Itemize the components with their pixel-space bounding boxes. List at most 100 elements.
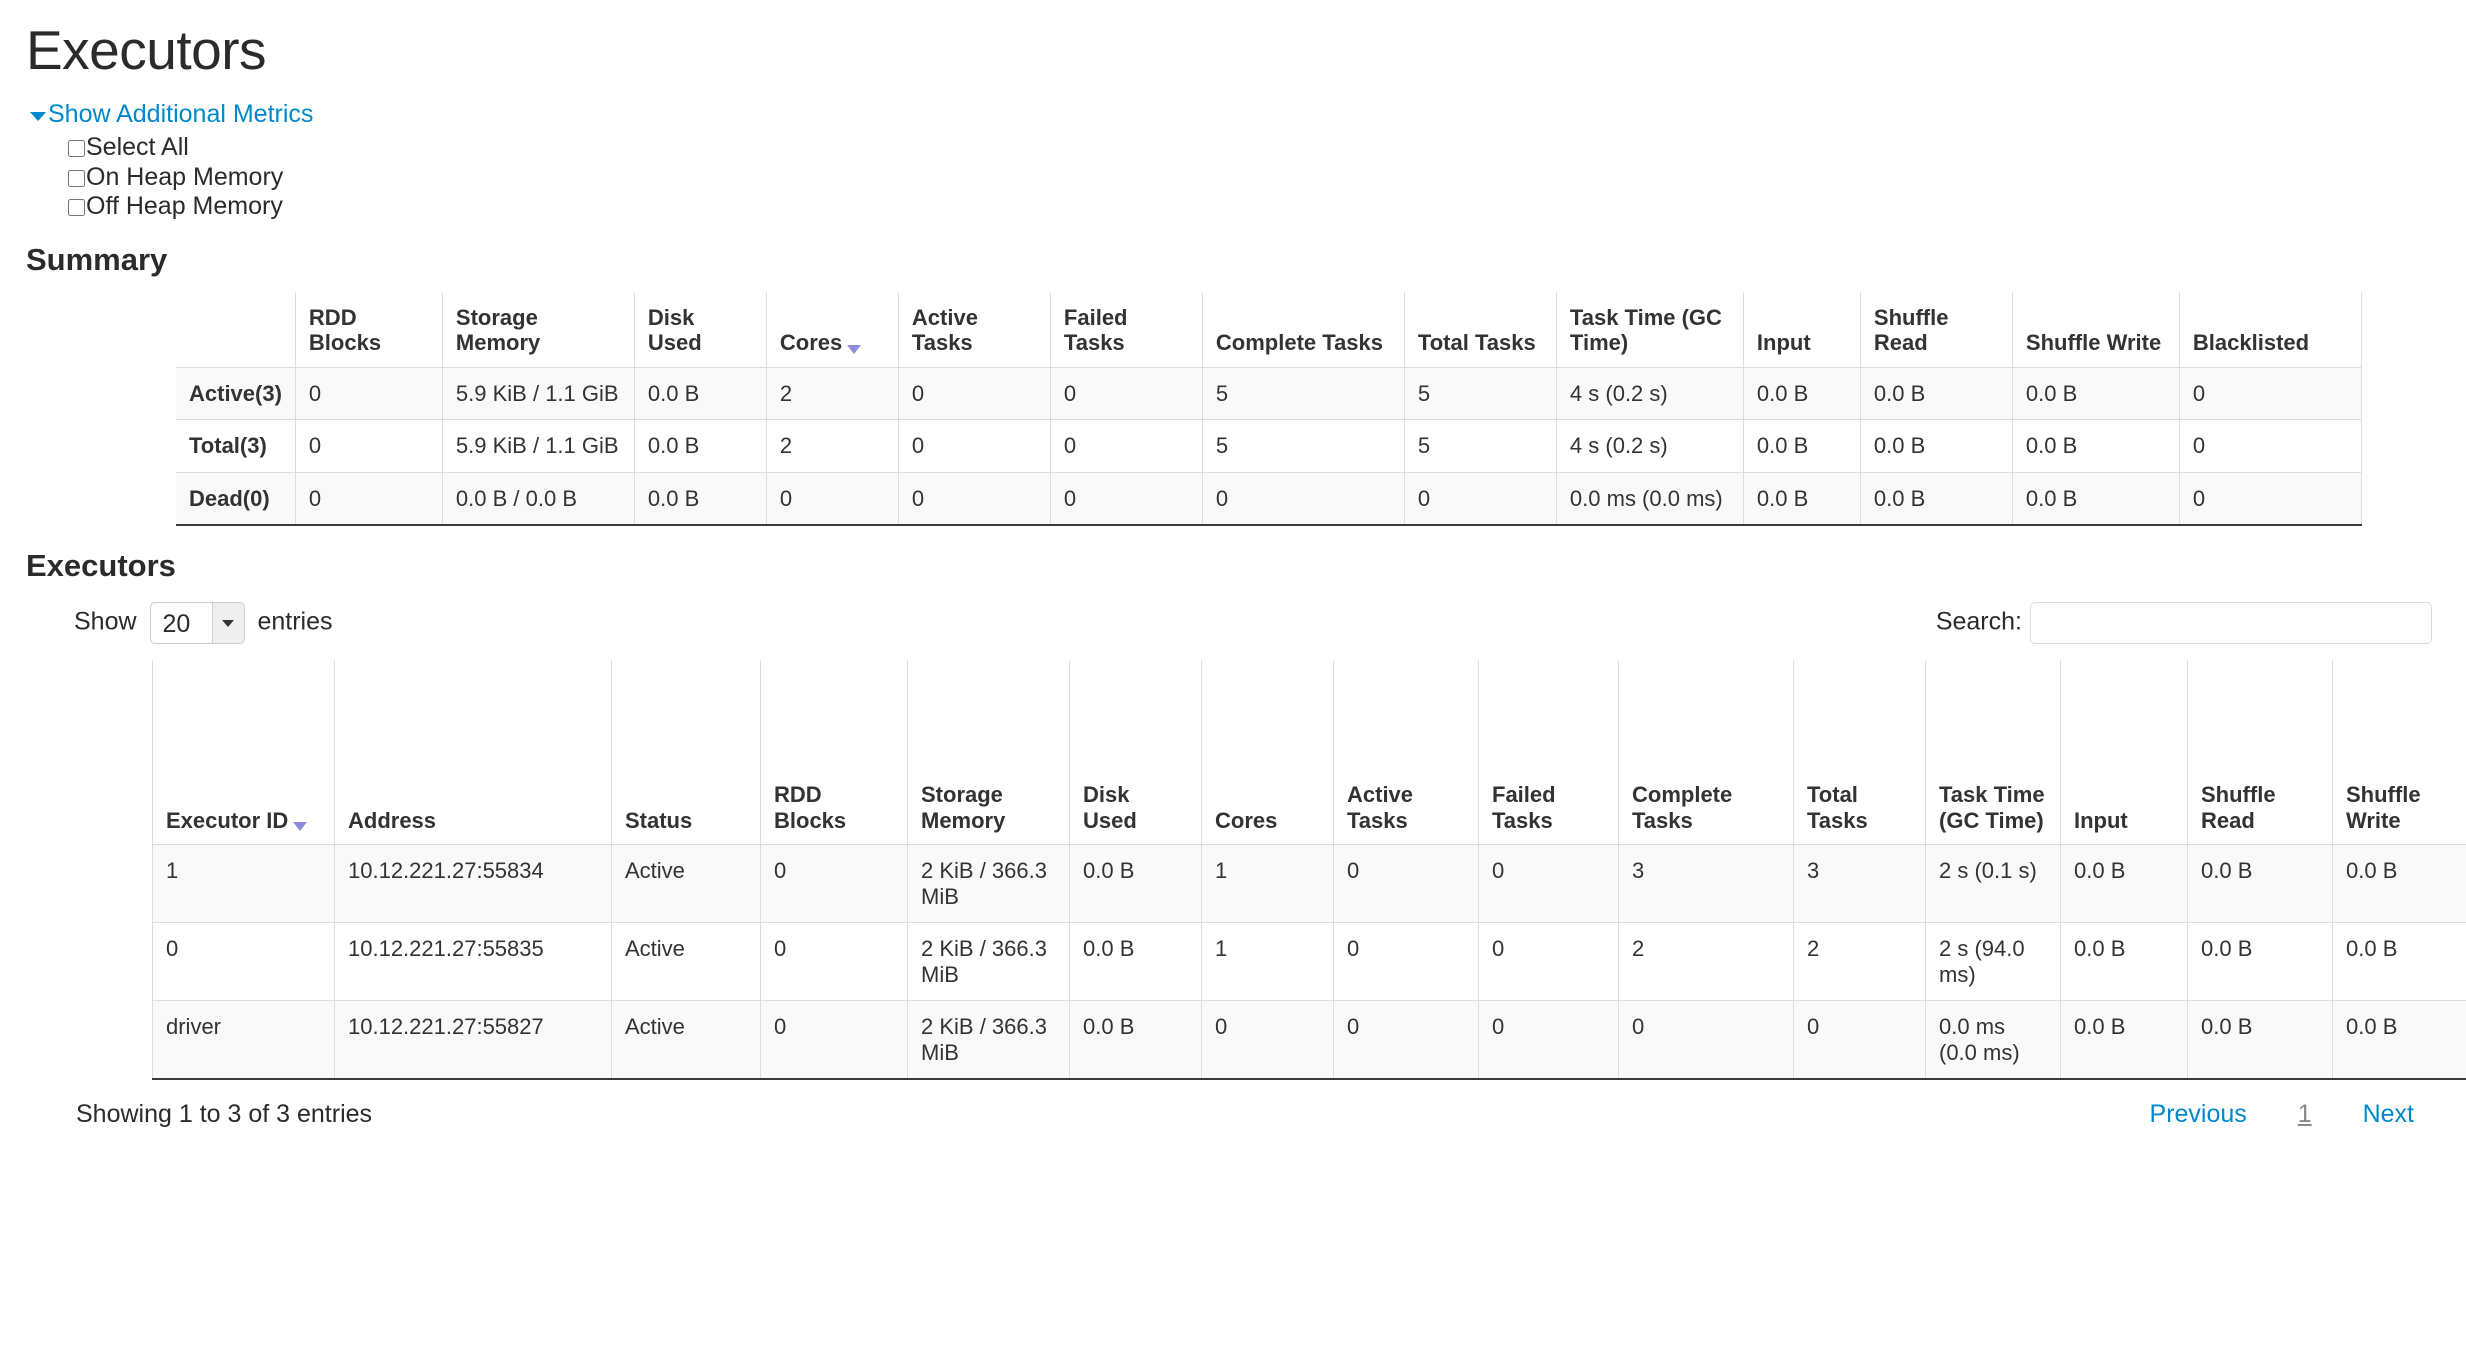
page-length-control: Show 20 entries — [74, 602, 333, 644]
cell-storage-memory: 5.9 KiB / 1.1 GiB — [442, 420, 634, 473]
summary-col-complete-tasks[interactable]: Complete Tasks — [1202, 292, 1404, 368]
col-disk-used[interactable]: Disk Used — [1070, 660, 1202, 845]
summary-col-shuffle-write[interactable]: Shuffle Write — [2012, 292, 2179, 368]
search-input[interactable] — [2030, 602, 2432, 644]
cell-shuffle-read: 0.0 B — [1860, 472, 2012, 525]
cell-rdd-blocks: 0 — [761, 845, 908, 923]
entries-label: entries — [257, 608, 332, 636]
summary-row-label: Active(3) — [176, 367, 295, 420]
col-shuffle-read[interactable]: Shuffle Read — [2188, 660, 2333, 845]
summary-col-failed-tasks[interactable]: Failed Tasks — [1050, 292, 1202, 368]
col-cores[interactable]: Cores — [1202, 660, 1334, 845]
next-page-button[interactable]: Next — [2363, 1100, 2414, 1128]
col-storage-memory[interactable]: Storage Memory — [908, 660, 1070, 845]
cell-shuffle-write: 0.0 B — [2333, 923, 2466, 1001]
col-total-tasks[interactable]: Total Tasks — [1794, 660, 1926, 845]
summary-col-task-time[interactable]: Task Time (GC Time) — [1556, 292, 1743, 368]
cell-task-time: 0.0 ms (0.0 ms) — [1926, 1001, 2061, 1080]
metric-option-label: On Heap Memory — [86, 163, 283, 191]
cell-total-tasks: 0 — [1794, 1001, 1926, 1080]
executors-page: Executors Show Additional Metrics Select… — [0, 18, 2466, 1156]
table-row: Active(3) 0 5.9 KiB / 1.1 GiB 0.0 B 2 0 … — [176, 367, 2361, 420]
off-heap-memory-checkbox[interactable] — [68, 199, 85, 216]
sort-desc-icon — [293, 822, 307, 831]
executors-table-head: Executor ID Address Status RDD Blocks St… — [153, 660, 2466, 845]
cell-address: 10.12.221.27:55827 — [335, 1001, 612, 1080]
show-label: Show — [74, 608, 137, 636]
cell-executor-id: 1 — [153, 845, 335, 923]
select-all-checkbox[interactable] — [68, 140, 85, 157]
cell-active-tasks: 0 — [898, 367, 1050, 420]
cell-total-tasks: 3 — [1794, 845, 1926, 923]
pagination: Previous 1 Next — [2106, 1100, 2414, 1129]
summary-col-storage-memory[interactable]: Storage Memory — [442, 292, 634, 368]
cell-failed-tasks: 0 — [1050, 367, 1202, 420]
col-failed-tasks[interactable]: Failed Tasks — [1479, 660, 1619, 845]
summary-header-row: RDD Blocks Storage Memory Disk Used Core… — [176, 292, 2361, 368]
cell-complete-tasks: 0 — [1619, 1001, 1794, 1080]
cell-rdd-blocks: 0 — [295, 420, 442, 473]
summary-col-cores[interactable]: Cores — [766, 292, 898, 368]
on-heap-memory-checkbox[interactable] — [68, 170, 85, 187]
summary-col-shuffle-read[interactable]: Shuffle Read — [1860, 292, 2012, 368]
cell-complete-tasks: 2 — [1619, 923, 1794, 1001]
cell-task-time: 2 s (94.0 ms) — [1926, 923, 2061, 1001]
summary-col-rdd-blocks[interactable]: RDD Blocks — [295, 292, 442, 368]
summary-col-input[interactable]: Input — [1743, 292, 1860, 368]
col-executor-id[interactable]: Executor ID — [153, 660, 335, 845]
col-status[interactable]: Status — [612, 660, 761, 845]
chevron-down-icon[interactable] — [212, 603, 244, 643]
cell-rdd-blocks: 0 — [761, 923, 908, 1001]
metric-option-off-heap-memory[interactable]: Off Heap Memory — [68, 194, 2440, 220]
cell-active-tasks: 0 — [898, 420, 1050, 473]
cell-shuffle-read: 0.0 B — [2188, 845, 2333, 923]
cell-shuffle-read: 0.0 B — [1860, 420, 2012, 473]
summary-title: Summary — [26, 242, 2440, 278]
col-active-tasks[interactable]: Active Tasks — [1334, 660, 1479, 845]
cell-failed-tasks: 0 — [1050, 420, 1202, 473]
cell-active-tasks: 0 — [1334, 845, 1479, 923]
summary-col-blacklisted[interactable]: Blacklisted — [2179, 292, 2361, 368]
metric-option-select-all[interactable]: Select All — [68, 135, 2440, 161]
summary-table-body: Active(3) 0 5.9 KiB / 1.1 GiB 0.0 B 2 0 … — [176, 367, 2361, 525]
col-complete-tasks[interactable]: Complete Tasks — [1619, 660, 1794, 845]
show-additional-metrics-toggle[interactable]: Show Additional Metrics — [30, 100, 313, 129]
additional-metrics-section: Show Additional Metrics Select All On He… — [26, 94, 2440, 220]
summary-col-active-tasks[interactable]: Active Tasks — [898, 292, 1050, 368]
metric-option-label: Off Heap Memory — [86, 192, 283, 220]
entries-info: Showing 1 to 3 of 3 entries — [76, 1100, 372, 1129]
caret-down-icon — [30, 112, 46, 121]
cell-input: 0.0 B — [1743, 420, 1860, 473]
cell-total-tasks: 5 — [1404, 367, 1556, 420]
cell-shuffle-write: 0.0 B — [2012, 367, 2179, 420]
cell-status: Active — [612, 1001, 761, 1080]
additional-metrics-list: Select All On Heap Memory Off Heap Memor… — [68, 135, 2440, 220]
cell-cores: 2 — [766, 420, 898, 473]
cell-disk-used: 0.0 B — [634, 420, 766, 473]
cell-complete-tasks: 5 — [1202, 420, 1404, 473]
col-input[interactable]: Input — [2061, 660, 2188, 845]
cell-task-time: 4 s (0.2 s) — [1556, 367, 1743, 420]
cell-shuffle-read: 0.0 B — [2188, 1001, 2333, 1080]
col-address[interactable]: Address — [335, 660, 612, 845]
cell-disk-used: 0.0 B — [1070, 923, 1202, 1001]
page-length-select[interactable]: 20 — [150, 602, 245, 644]
page-number-1[interactable]: 1 — [2298, 1100, 2312, 1128]
summary-col-disk-used[interactable]: Disk Used — [634, 292, 766, 368]
cell-active-tasks: 0 — [898, 472, 1050, 525]
summary-col-total-tasks[interactable]: Total Tasks — [1404, 292, 1556, 368]
previous-page-button[interactable]: Previous — [2150, 1100, 2247, 1128]
cell-complete-tasks: 0 — [1202, 472, 1404, 525]
cell-total-tasks: 5 — [1404, 420, 1556, 473]
cell-failed-tasks: 0 — [1479, 1001, 1619, 1080]
col-task-time[interactable]: Task Time (GC Time) — [1926, 660, 2061, 845]
cell-rdd-blocks: 0 — [295, 472, 442, 525]
col-shuffle-write[interactable]: Shuffle Write — [2333, 660, 2466, 845]
cell-executor-id: driver — [153, 1001, 335, 1080]
cell-shuffle-write: 0.0 B — [2333, 1001, 2466, 1080]
cell-disk-used: 0.0 B — [634, 367, 766, 420]
metric-option-on-heap-memory[interactable]: On Heap Memory — [68, 165, 2440, 191]
executors-header-row: Executor ID Address Status RDD Blocks St… — [153, 660, 2466, 845]
cell-failed-tasks: 0 — [1050, 472, 1202, 525]
col-rdd-blocks[interactable]: RDD Blocks — [761, 660, 908, 845]
